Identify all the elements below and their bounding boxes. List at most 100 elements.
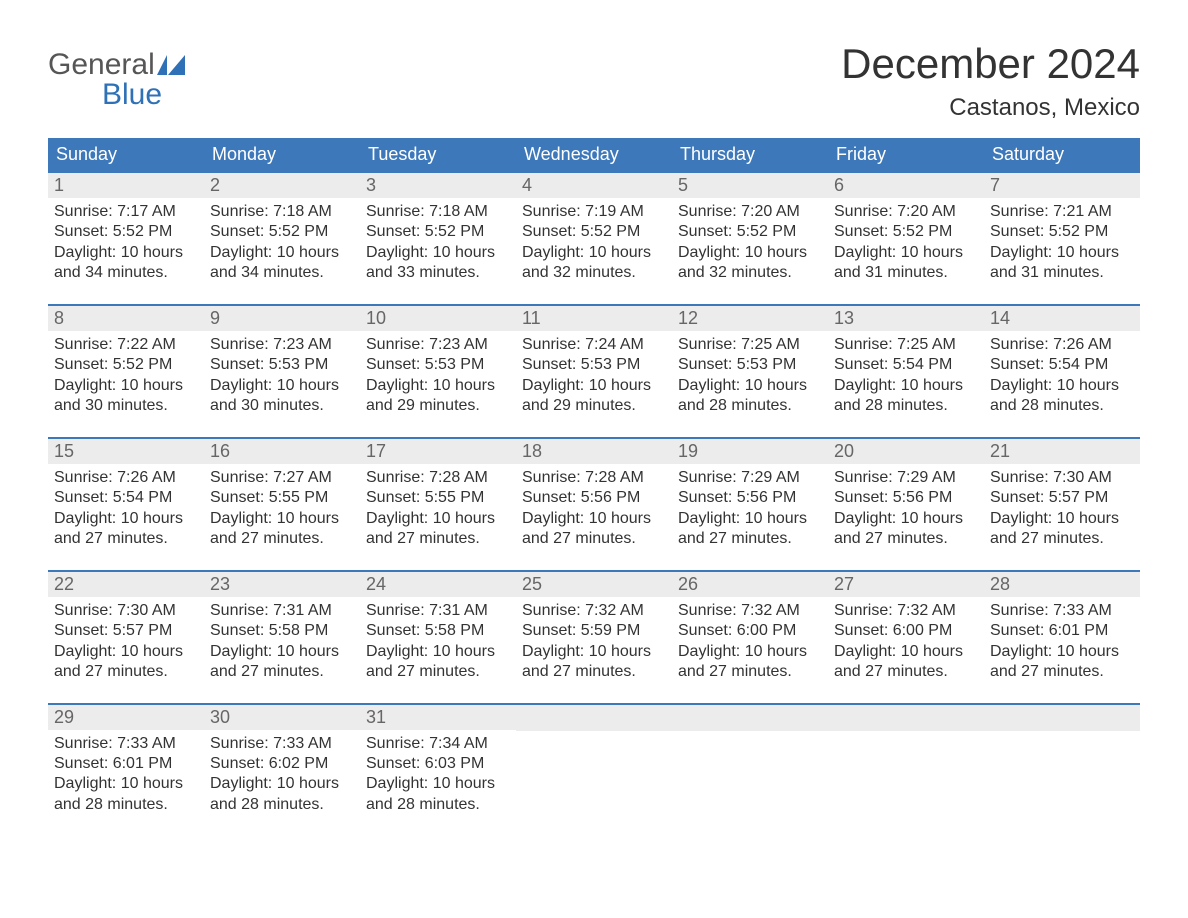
day-sunrise: Sunrise: 7:30 AM — [54, 601, 198, 621]
day-d1: Daylight: 10 hours — [54, 376, 198, 396]
day-d2: and 27 minutes. — [990, 529, 1134, 549]
day-d2: and 27 minutes. — [210, 529, 354, 549]
day-d2: and 27 minutes. — [834, 529, 978, 549]
day-d2: and 27 minutes. — [678, 529, 822, 549]
day-number — [516, 705, 672, 731]
calendar-day: 11Sunrise: 7:24 AMSunset: 5:53 PMDayligh… — [516, 306, 672, 423]
day-d1: Daylight: 10 hours — [210, 243, 354, 263]
day-d2: and 27 minutes. — [678, 662, 822, 682]
day-body: Sunrise: 7:34 AMSunset: 6:03 PMDaylight:… — [360, 730, 516, 822]
brand-logo: General Blue — [48, 50, 185, 110]
calendar-day: 1Sunrise: 7:17 AMSunset: 5:52 PMDaylight… — [48, 173, 204, 290]
day-sunset: Sunset: 5:52 PM — [366, 222, 510, 242]
calendar-day: 17Sunrise: 7:28 AMSunset: 5:55 PMDayligh… — [360, 439, 516, 556]
day-number: 18 — [516, 439, 672, 464]
day-d2: and 27 minutes. — [54, 529, 198, 549]
calendar-day: 14Sunrise: 7:26 AMSunset: 5:54 PMDayligh… — [984, 306, 1140, 423]
day-d1: Daylight: 10 hours — [366, 376, 510, 396]
day-d2: and 28 minutes. — [990, 396, 1134, 416]
day-d2: and 28 minutes. — [678, 396, 822, 416]
day-body: Sunrise: 7:29 AMSunset: 5:56 PMDaylight:… — [828, 464, 984, 556]
day-body: Sunrise: 7:25 AMSunset: 5:53 PMDaylight:… — [672, 331, 828, 423]
day-sunset: Sunset: 5:52 PM — [678, 222, 822, 242]
day-d1: Daylight: 10 hours — [54, 243, 198, 263]
day-sunrise: Sunrise: 7:26 AM — [990, 335, 1134, 355]
day-d2: and 27 minutes. — [210, 662, 354, 682]
calendar-day: 10Sunrise: 7:23 AMSunset: 5:53 PMDayligh… — [360, 306, 516, 423]
location: Castanos, Mexico — [841, 94, 1140, 122]
day-body: Sunrise: 7:32 AMSunset: 5:59 PMDaylight:… — [516, 597, 672, 689]
calendar-day — [516, 705, 672, 822]
day-d1: Daylight: 10 hours — [210, 774, 354, 794]
day-d1: Daylight: 10 hours — [366, 243, 510, 263]
day-sunrise: Sunrise: 7:28 AM — [366, 468, 510, 488]
calendar-day — [672, 705, 828, 822]
day-number: 12 — [672, 306, 828, 331]
day-number: 13 — [828, 306, 984, 331]
calendar-day: 26Sunrise: 7:32 AMSunset: 6:00 PMDayligh… — [672, 572, 828, 689]
day-d1: Daylight: 10 hours — [678, 243, 822, 263]
day-sunset: Sunset: 5:59 PM — [522, 621, 666, 641]
day-body: Sunrise: 7:26 AMSunset: 5:54 PMDaylight:… — [48, 464, 204, 556]
day-number: 15 — [48, 439, 204, 464]
day-d2: and 34 minutes. — [210, 263, 354, 283]
day-d2: and 27 minutes. — [522, 529, 666, 549]
day-sunrise: Sunrise: 7:28 AM — [522, 468, 666, 488]
day-number: 20 — [828, 439, 984, 464]
day-body: Sunrise: 7:18 AMSunset: 5:52 PMDaylight:… — [204, 198, 360, 290]
day-number: 5 — [672, 173, 828, 198]
day-sunrise: Sunrise: 7:32 AM — [834, 601, 978, 621]
day-sunset: Sunset: 5:52 PM — [834, 222, 978, 242]
day-d1: Daylight: 10 hours — [990, 642, 1134, 662]
day-body: Sunrise: 7:30 AMSunset: 5:57 PMDaylight:… — [984, 464, 1140, 556]
day-d1: Daylight: 10 hours — [678, 376, 822, 396]
day-sunrise: Sunrise: 7:31 AM — [210, 601, 354, 621]
day-d2: and 27 minutes. — [366, 662, 510, 682]
calendar-day: 29Sunrise: 7:33 AMSunset: 6:01 PMDayligh… — [48, 705, 204, 822]
day-body: Sunrise: 7:20 AMSunset: 5:52 PMDaylight:… — [828, 198, 984, 290]
day-body: Sunrise: 7:33 AMSunset: 6:02 PMDaylight:… — [204, 730, 360, 822]
day-sunrise: Sunrise: 7:33 AM — [210, 734, 354, 754]
day-body: Sunrise: 7:33 AMSunset: 6:01 PMDaylight:… — [48, 730, 204, 822]
calendar-day: 7Sunrise: 7:21 AMSunset: 5:52 PMDaylight… — [984, 173, 1140, 290]
day-d1: Daylight: 10 hours — [522, 376, 666, 396]
month-title: December 2024 — [841, 40, 1140, 88]
calendar-week: 29Sunrise: 7:33 AMSunset: 6:01 PMDayligh… — [48, 703, 1140, 822]
day-d1: Daylight: 10 hours — [522, 509, 666, 529]
day-number: 8 — [48, 306, 204, 331]
day-sunrise: Sunrise: 7:32 AM — [522, 601, 666, 621]
day-sunset: Sunset: 6:03 PM — [366, 754, 510, 774]
day-body: Sunrise: 7:24 AMSunset: 5:53 PMDaylight:… — [516, 331, 672, 423]
day-number: 2 — [204, 173, 360, 198]
calendar-day: 24Sunrise: 7:31 AMSunset: 5:58 PMDayligh… — [360, 572, 516, 689]
day-sunset: Sunset: 5:54 PM — [834, 355, 978, 375]
calendar-day: 6Sunrise: 7:20 AMSunset: 5:52 PMDaylight… — [828, 173, 984, 290]
day-sunrise: Sunrise: 7:30 AM — [990, 468, 1134, 488]
day-d1: Daylight: 10 hours — [678, 642, 822, 662]
calendar-day: 30Sunrise: 7:33 AMSunset: 6:02 PMDayligh… — [204, 705, 360, 822]
day-d1: Daylight: 10 hours — [990, 509, 1134, 529]
day-body: Sunrise: 7:32 AMSunset: 6:00 PMDaylight:… — [672, 597, 828, 689]
day-sunset: Sunset: 5:52 PM — [54, 222, 198, 242]
day-number: 26 — [672, 572, 828, 597]
day-number: 31 — [360, 705, 516, 730]
calendar-day: 13Sunrise: 7:25 AMSunset: 5:54 PMDayligh… — [828, 306, 984, 423]
day-sunrise: Sunrise: 7:18 AM — [366, 202, 510, 222]
day-sunset: Sunset: 5:54 PM — [990, 355, 1134, 375]
dow-header: Saturday — [984, 138, 1140, 171]
brand-line2: Blue — [48, 80, 185, 110]
calendar-day: 25Sunrise: 7:32 AMSunset: 5:59 PMDayligh… — [516, 572, 672, 689]
day-body: Sunrise: 7:26 AMSunset: 5:54 PMDaylight:… — [984, 331, 1140, 423]
day-d2: and 33 minutes. — [366, 263, 510, 283]
day-d1: Daylight: 10 hours — [522, 642, 666, 662]
day-sunset: Sunset: 5:53 PM — [522, 355, 666, 375]
day-number: 7 — [984, 173, 1140, 198]
day-body — [672, 731, 828, 811]
day-number: 6 — [828, 173, 984, 198]
calendar-day: 3Sunrise: 7:18 AMSunset: 5:52 PMDaylight… — [360, 173, 516, 290]
day-body: Sunrise: 7:31 AMSunset: 5:58 PMDaylight:… — [204, 597, 360, 689]
day-sunrise: Sunrise: 7:27 AM — [210, 468, 354, 488]
day-sunrise: Sunrise: 7:24 AM — [522, 335, 666, 355]
day-sunset: Sunset: 5:58 PM — [210, 621, 354, 641]
day-body: Sunrise: 7:30 AMSunset: 5:57 PMDaylight:… — [48, 597, 204, 689]
